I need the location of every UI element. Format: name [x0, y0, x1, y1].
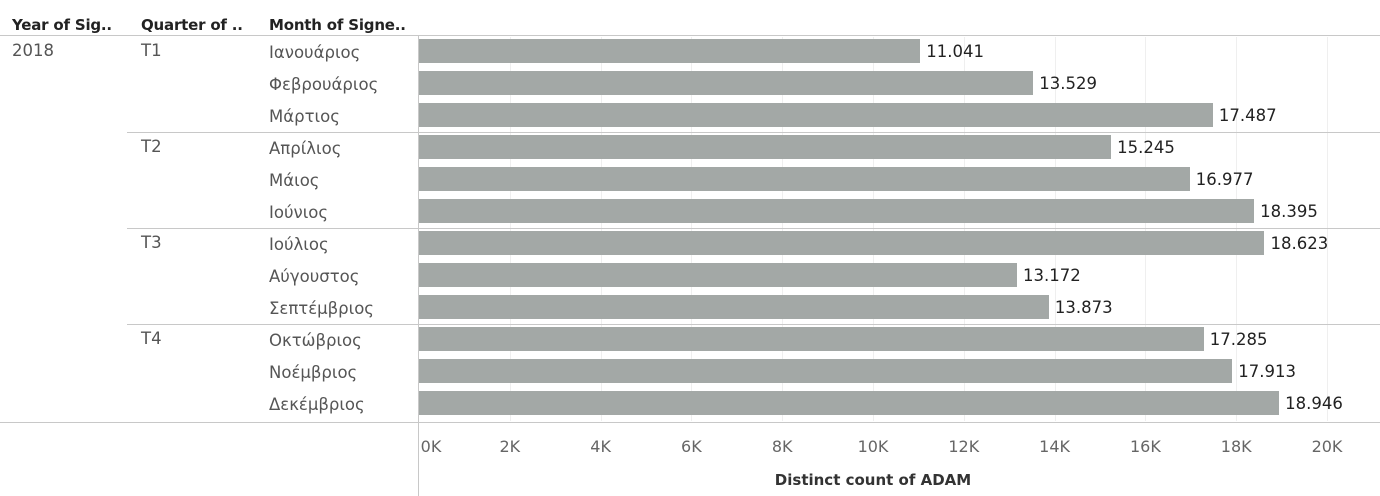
bar[interactable]	[419, 231, 1265, 255]
bar[interactable]	[419, 135, 1112, 159]
bar[interactable]	[419, 359, 1233, 383]
bar[interactable]	[419, 263, 1017, 287]
month-label: Δεκέμβριος	[269, 395, 365, 414]
x-tick-label: 12K	[948, 437, 980, 456]
month-label: Ιανουάριος	[269, 43, 361, 62]
month-label: Φεβρουάριος	[269, 75, 379, 94]
x-tick-label: 14K	[1039, 437, 1071, 456]
month-label: Οκτώβριος	[269, 331, 362, 350]
data-label: 13.529	[1039, 74, 1097, 93]
bar[interactable]	[419, 103, 1213, 127]
month-label: Απρίλιος	[269, 139, 342, 158]
header-divider	[0, 35, 1380, 36]
gridline	[873, 37, 874, 421]
bar[interactable]	[419, 71, 1034, 95]
x-tick-label: 16K	[1129, 437, 1161, 456]
data-label: 17.913	[1238, 362, 1296, 381]
x-tick-label: 18K	[1220, 437, 1252, 456]
data-label: 16.977	[1195, 170, 1254, 189]
quarter-divider	[127, 324, 1380, 325]
quarter-label: T2	[141, 137, 162, 156]
data-label: 15.245	[1117, 138, 1175, 157]
month-label: Αύγουστος	[269, 267, 360, 286]
gridline	[1327, 37, 1328, 421]
data-label: 13.873	[1054, 298, 1113, 317]
x-tick-label: 10K	[857, 437, 889, 456]
quarter-label: T4	[141, 329, 162, 348]
header-quarter[interactable]: Quarter of ..	[141, 16, 243, 34]
month-label: Νοέμβριος	[269, 363, 358, 382]
gridline	[600, 37, 602, 421]
gridline	[509, 37, 511, 421]
gridline	[963, 37, 965, 421]
x-tick-label: 20K	[1311, 437, 1343, 456]
table-bottom-divider	[0, 422, 1380, 423]
header-month[interactable]: Month of Signe..	[269, 16, 406, 34]
data-label: 18.623	[1270, 234, 1329, 253]
month-label: Μάρτιος	[269, 107, 340, 126]
bar[interactable]	[419, 167, 1190, 191]
x-axis-title: Distinct count of ADAM	[774, 471, 972, 489]
data-label: 17.285	[1209, 330, 1268, 349]
month-label: Ιούνιος	[269, 203, 329, 222]
bar[interactable]	[419, 199, 1255, 223]
x-tick-label: 2K	[499, 437, 521, 456]
y-axis-line	[418, 35, 419, 496]
month-label: Μάιος	[269, 171, 320, 190]
x-tick-label: 8K	[771, 437, 793, 456]
data-label: 11.041	[926, 42, 984, 61]
x-tick-label: 4K	[590, 437, 611, 456]
gridline	[691, 37, 693, 421]
quarter-divider	[127, 132, 1380, 133]
gridline	[782, 37, 784, 421]
gridline	[1054, 37, 1056, 421]
quarter-label: T3	[141, 233, 162, 252]
data-label: 18.946	[1285, 394, 1343, 413]
month-label: Ιούλιος	[269, 235, 329, 254]
bar[interactable]	[419, 295, 1049, 319]
year-label: 2018	[12, 41, 54, 60]
bar[interactable]	[419, 39, 921, 63]
quarter-label: T1	[141, 41, 162, 60]
x-tick-label: 6K	[681, 437, 702, 456]
data-label: 13.172	[1023, 266, 1081, 285]
gridline	[1145, 37, 1147, 421]
bar[interactable]	[419, 327, 1204, 351]
quarter-divider	[127, 228, 1380, 229]
gridline	[1236, 37, 1238, 421]
x-tick-label: 0K	[420, 437, 442, 456]
data-label: 17.487	[1218, 106, 1277, 125]
data-label: 18.395	[1260, 202, 1318, 221]
bar[interactable]	[419, 391, 1280, 415]
header-year[interactable]: Year of Sig..	[12, 16, 112, 34]
month-label: Σεπτέμβριος	[269, 299, 374, 318]
